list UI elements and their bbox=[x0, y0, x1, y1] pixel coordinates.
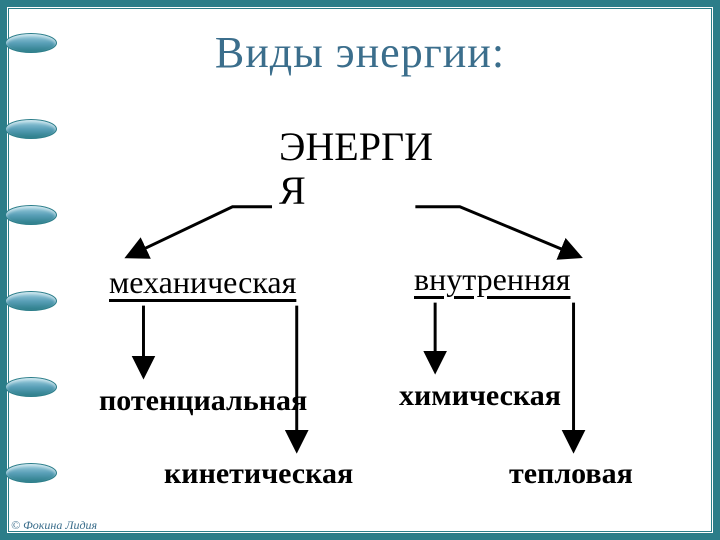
edge-root-mech bbox=[129, 207, 272, 256]
edge-root-inner bbox=[415, 207, 578, 256]
binder-clip-icon bbox=[5, 205, 57, 225]
binder-clip-icon bbox=[5, 463, 57, 483]
tree-node-chemical: химическая bbox=[399, 379, 561, 413]
slide-inner: Виды энергии: ЭНЕРГИЯ механическая внутр… bbox=[6, 6, 714, 534]
tree-node-internal: внутренняя bbox=[414, 261, 571, 298]
slide-outer: Виды энергии: ЭНЕРГИЯ механическая внутр… bbox=[0, 0, 720, 540]
tree-node-kinetic: кинетическая bbox=[164, 457, 353, 491]
copyright-text: © Фокина Лидия bbox=[11, 519, 97, 531]
tree-root: ЭНЕРГИЯ bbox=[279, 125, 433, 213]
binder-clip-icon bbox=[5, 291, 57, 311]
slide-title: Виды энергии: bbox=[9, 27, 711, 78]
binder-clip-icon bbox=[5, 377, 57, 397]
binder-clip-icon bbox=[5, 119, 57, 139]
tree-node-thermal: тепловая bbox=[509, 457, 633, 491]
tree-node-mechanical: механическая bbox=[109, 264, 296, 301]
tree-node-potential: потенциальная bbox=[99, 384, 307, 418]
